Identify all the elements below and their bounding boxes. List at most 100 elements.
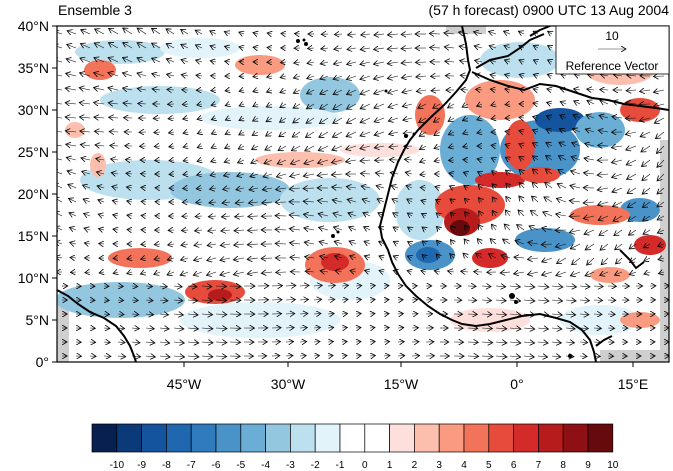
wind-vector xyxy=(419,132,427,136)
wind-vector xyxy=(572,257,581,265)
wind-vector xyxy=(293,118,301,123)
wind-vector xyxy=(195,45,203,48)
wind-vector xyxy=(299,285,309,286)
wind-vector xyxy=(644,272,651,274)
wind-vector xyxy=(393,256,398,258)
wind-vector xyxy=(341,285,349,286)
wind-vector xyxy=(145,342,155,343)
wind-vector xyxy=(303,201,315,202)
wind-vector xyxy=(327,285,335,286)
wind-vector xyxy=(253,76,258,77)
wind-vector xyxy=(518,210,525,217)
wind-vector xyxy=(579,300,590,301)
wind-vector xyxy=(434,132,441,136)
colorbar-tick-label: -5 xyxy=(236,460,245,471)
wind-vector xyxy=(579,286,590,287)
wind-vector xyxy=(305,145,315,151)
lat-label: 15°N xyxy=(18,228,49,244)
colorbar-swatch xyxy=(290,423,316,453)
wind-vector xyxy=(95,29,105,35)
wind-vector xyxy=(544,197,553,203)
wind-vector xyxy=(401,62,413,63)
wind-vector xyxy=(527,272,539,275)
wind-vector xyxy=(537,328,549,329)
wind-vector xyxy=(495,314,507,315)
wind-vector xyxy=(369,356,375,357)
wind-vector xyxy=(328,356,333,357)
wind-vector xyxy=(196,75,203,76)
wind-vector xyxy=(253,104,258,107)
wind-vector xyxy=(201,286,212,287)
wind-vector xyxy=(585,272,595,276)
wind-vector xyxy=(183,118,188,119)
wind-vector xyxy=(215,314,227,315)
wind-vector xyxy=(211,90,216,91)
wind-vector xyxy=(285,285,296,286)
wind-vector xyxy=(551,356,561,357)
wind-vector xyxy=(285,300,295,301)
wind-vector xyxy=(491,118,496,119)
wind-vector xyxy=(379,271,384,273)
mask-region xyxy=(660,140,669,360)
wind-vector xyxy=(444,33,455,34)
wind-vector xyxy=(583,202,595,203)
wind-vector xyxy=(642,201,651,208)
wind-vector xyxy=(94,103,105,105)
wind-vector xyxy=(253,33,258,34)
wind-vector xyxy=(600,272,609,276)
wind-vector xyxy=(342,356,347,357)
wind-vector xyxy=(657,187,665,194)
wind-vector xyxy=(333,213,343,216)
wind-vector xyxy=(117,342,125,343)
wind-vector xyxy=(57,157,63,160)
map-plot-area xyxy=(57,26,669,362)
wind-vector xyxy=(558,170,567,175)
wind-vector xyxy=(561,74,566,76)
wind-vector xyxy=(275,229,287,230)
wind-vector xyxy=(137,88,147,90)
colorbar-swatch xyxy=(91,423,118,453)
wind-vector xyxy=(280,118,287,122)
wind-vector xyxy=(629,244,637,249)
wind-vector xyxy=(461,271,469,272)
wind-vector xyxy=(187,328,199,329)
wind-vector xyxy=(407,271,412,272)
wind-vector xyxy=(181,244,189,245)
wind-vector xyxy=(277,160,287,164)
wind-vector xyxy=(401,48,413,49)
wind-vector xyxy=(290,243,301,244)
wind-vector xyxy=(306,117,315,123)
wind-vector xyxy=(211,118,216,120)
wind-vector xyxy=(303,214,315,216)
wind-vector xyxy=(407,199,412,202)
colorbar-tick-label: -4 xyxy=(261,460,270,471)
wind-vector xyxy=(239,47,244,48)
colorbar-tick-label: 3 xyxy=(436,460,442,471)
wind-vector xyxy=(388,118,399,121)
wind-vector xyxy=(166,44,175,48)
wind-vector xyxy=(126,173,133,174)
wind-vector xyxy=(463,146,468,147)
wind-vector xyxy=(341,328,347,329)
wind-vector xyxy=(579,314,589,315)
wind-vector xyxy=(238,160,245,163)
wind-vector xyxy=(154,132,161,133)
colorbar-tick-label: 6 xyxy=(511,460,517,471)
wind-vector xyxy=(182,104,189,105)
wind-vector xyxy=(173,300,183,301)
wind-vector xyxy=(289,215,301,216)
wind-vector xyxy=(505,89,510,90)
wind-vector xyxy=(360,117,371,123)
wind-vector xyxy=(599,229,609,235)
lat-label: 40°N xyxy=(18,18,49,34)
wind-vector xyxy=(560,115,567,118)
lon-label: 0° xyxy=(510,376,523,392)
wind-vector xyxy=(474,32,483,34)
wind-vector xyxy=(276,174,287,177)
wind-vector xyxy=(140,272,146,274)
wind-vector xyxy=(504,224,511,231)
wind-vector xyxy=(346,160,357,162)
wind-vector xyxy=(584,158,595,160)
wind-vector xyxy=(475,60,483,62)
wind-vector xyxy=(263,174,273,177)
